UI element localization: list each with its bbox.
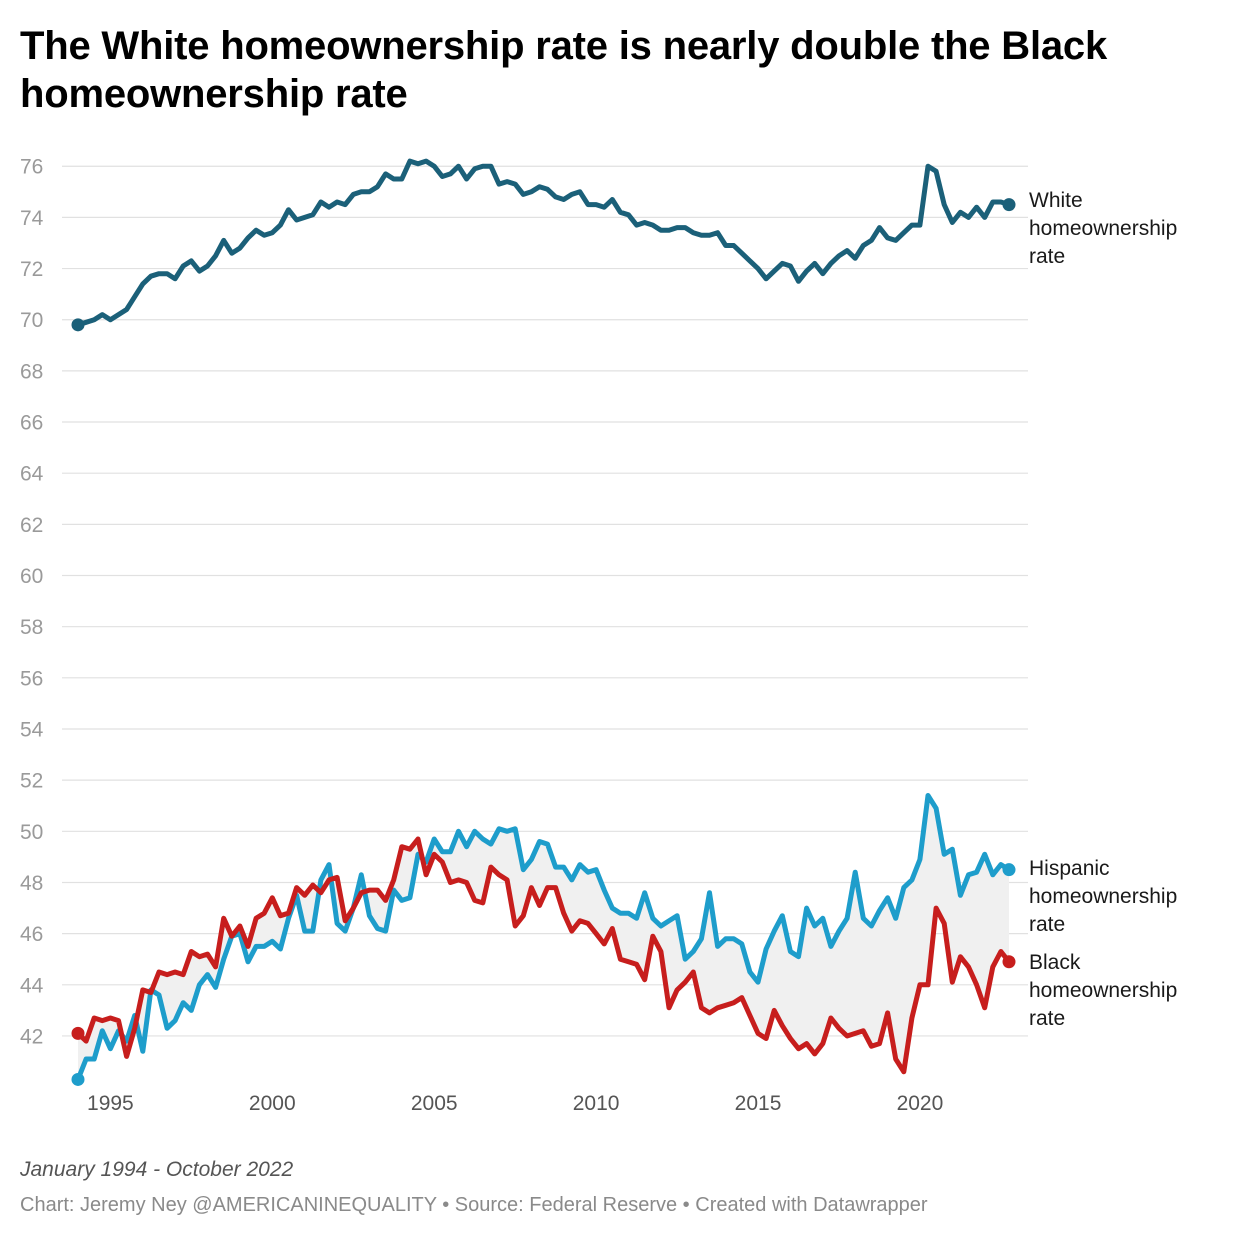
x-tick-label: 2010 (573, 1092, 620, 1115)
y-tick-label: 46 (20, 923, 43, 946)
y-tick-label: 52 (20, 770, 43, 793)
hispanic-homeownership-rate-start-dot (71, 1072, 85, 1086)
y-tick-label: 48 (20, 872, 43, 895)
y-tick-label: 50 (20, 821, 43, 844)
series-label-line: homeownership (1029, 217, 1177, 240)
series-label-line: homeownership (1029, 979, 1177, 1002)
y-tick-label: 72 (20, 258, 43, 281)
series-label-line: rate (1029, 1007, 1065, 1030)
y-tick-label: 68 (20, 360, 43, 383)
y-tick-label: 54 (20, 718, 44, 741)
black-homeownership-rate-line (75, 836, 1012, 1075)
hispanic-homeownership-rate-end-dot (1002, 863, 1016, 877)
white-homeownership-rate-end-dot (1002, 198, 1016, 212)
y-tick-label: 60 (20, 565, 43, 588)
line-chart: 42 44 46 48 50 52 54 56 58 60 62 64 66 68 70 72 74 76 199… (20, 156, 1177, 1115)
series-labels: White homeownership rate Hispanic homeowners… (1029, 189, 1177, 1030)
series-label-line: rate (1029, 913, 1065, 936)
y-tick-label: 56 (20, 667, 43, 690)
chart-subtitle: January 1994 - October 2022 (20, 1158, 294, 1181)
hispanic-black-gap-area (78, 795, 1009, 1080)
y-tick-label: 42 (20, 1025, 43, 1048)
y-tick-label: 62 (20, 514, 43, 537)
series-lines (71, 158, 1016, 1086)
y-tick-label: 74 (20, 207, 44, 230)
grid-lines (62, 165, 1028, 1037)
y-axis-tick-labels: 42 44 46 48 50 52 54 56 58 60 62 64 66 68 70 72 74 76 (20, 156, 44, 1049)
y-tick-label: 66 (20, 412, 43, 435)
series-label-line: Black (1029, 951, 1081, 974)
series-label-line: Hispanic (1029, 857, 1110, 880)
y-tick-label: 58 (20, 616, 43, 639)
x-tick-label: 2000 (249, 1092, 296, 1115)
y-tick-label: 70 (20, 309, 43, 332)
x-tick-label: 1995 (87, 1092, 134, 1115)
x-tick-label: 2015 (735, 1092, 782, 1115)
x-tick-label: 2005 (411, 1092, 458, 1115)
series-label-line: homeownership (1029, 885, 1177, 908)
series-label-line: White (1029, 189, 1083, 212)
y-tick-label: 64 (20, 463, 44, 486)
chart-footer: Chart: Jeremy Ney @AMERICANINEQUALITY • … (20, 1194, 928, 1216)
black-homeownership-rate-start-dot (71, 1026, 85, 1040)
y-tick-label: 76 (20, 156, 43, 179)
x-tick-label: 2020 (897, 1092, 944, 1115)
black-homeownership-rate-end-dot (1002, 955, 1016, 969)
hispanic-homeownership-rate-label: Hispanic homeownership rate (1029, 857, 1177, 936)
black-homeownership-rate-label: Black homeownership rate (1029, 951, 1177, 1030)
white-homeownership-rate-label: White homeownership rate (1029, 189, 1177, 268)
x-axis-tick-labels: 1995 2000 2005 2010 2015 2020 (87, 1092, 943, 1115)
chart-title: The White homeownership rate is nearly d… (20, 24, 1108, 116)
y-tick-label: 44 (20, 974, 44, 997)
white-homeownership-rate-start-dot (71, 318, 85, 332)
series-label-line: rate (1029, 245, 1065, 268)
white-homeownership-rate-line (75, 158, 1012, 328)
